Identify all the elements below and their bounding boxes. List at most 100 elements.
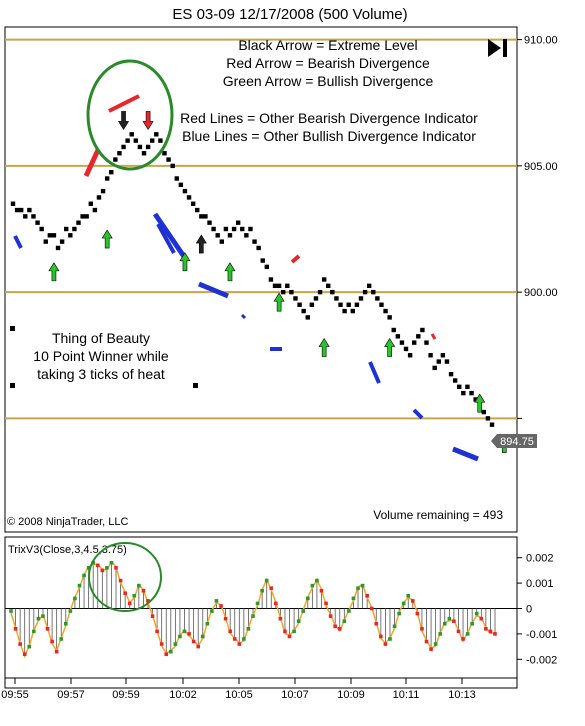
trix-dot — [228, 629, 232, 634]
price-bar — [96, 195, 102, 200]
indicator-title: TrixV3(Close,3,4.5,3.75) — [8, 544, 127, 556]
trix-dot — [232, 637, 237, 641]
price-panel-frame — [4, 26, 518, 533]
trix-dot — [374, 621, 379, 626]
price-bar — [252, 239, 257, 244]
time-axis: 09:55 09:57 09:59 10:02 10:05 10:07 10:09 10:11… — [1, 678, 476, 701]
price-bar — [14, 207, 20, 213]
trix-dot — [269, 586, 274, 590]
price-bars — [10, 132, 495, 427]
trix-dot — [100, 568, 105, 573]
price-bar — [260, 258, 265, 263]
trix-dot — [274, 601, 278, 606]
price-bar — [313, 296, 319, 301]
price-bar — [428, 353, 433, 358]
trix-dot — [137, 583, 141, 588]
indicator-tick-label: -0.002 — [526, 654, 557, 666]
trix-dot — [260, 588, 264, 593]
trix-dot — [95, 563, 100, 568]
price-bar — [170, 163, 175, 169]
price-bar — [227, 233, 233, 238]
trix-dot — [191, 639, 196, 644]
price-bar — [72, 226, 77, 232]
bullish-divergence-line — [13, 235, 23, 249]
price-bar — [211, 226, 216, 232]
trix-dot — [82, 573, 86, 578]
price-bar — [395, 334, 401, 339]
trix-dot — [54, 649, 59, 654]
price-bar — [104, 176, 110, 181]
bearish-divergence-line — [108, 94, 140, 113]
price-bar — [235, 220, 241, 225]
indicator-tick-label: 0.002 — [526, 553, 554, 565]
trix-dot — [114, 566, 118, 570]
price-bar — [68, 233, 73, 238]
price-bar — [383, 308, 388, 314]
price-bar — [387, 315, 392, 320]
trix-dot — [32, 629, 36, 634]
price-bar — [375, 296, 380, 301]
price-bar — [64, 226, 69, 232]
indicator-highlight-circle — [88, 542, 162, 612]
price-bar — [190, 201, 196, 206]
pause-bar — [503, 39, 507, 57]
trix-dot — [347, 609, 351, 613]
price-bar — [240, 226, 245, 232]
bullish-divergence-line — [452, 446, 479, 462]
price-bar — [297, 302, 302, 307]
play-pause-icon[interactable] — [488, 39, 507, 57]
trix-dot — [214, 599, 219, 603]
price-bar — [473, 397, 478, 402]
trix-dot — [420, 627, 424, 631]
price-bar — [195, 207, 200, 213]
legend-line: Green Arrow = Bullish Divergence — [223, 73, 434, 89]
trix-dot — [59, 637, 64, 641]
price-bar — [305, 315, 310, 320]
price-bar — [350, 308, 356, 314]
price-bar — [346, 302, 351, 307]
trix-dot — [424, 639, 429, 644]
price-bar — [47, 233, 53, 238]
price-bar — [457, 384, 462, 390]
price-bar — [182, 188, 188, 194]
trix-dot — [18, 642, 22, 646]
price-bar — [248, 226, 253, 232]
trix-dot — [401, 601, 406, 606]
price-bar — [416, 334, 421, 339]
price-tick-label: 900.00 — [524, 287, 558, 299]
price-bar — [166, 157, 171, 162]
trix-dot — [127, 601, 132, 606]
highlight-circle — [86, 59, 174, 171]
price-bar — [436, 359, 441, 364]
trix-dot — [474, 611, 479, 616]
line-note: Blue Lines = Other Bullish Divergence In… — [182, 128, 476, 144]
trix-dot — [328, 614, 333, 618]
bullish-divergence-line — [240, 313, 247, 320]
current-price-tag: 894.75 — [491, 434, 537, 448]
price-bar — [448, 371, 454, 377]
trix-dot — [242, 637, 246, 641]
price-bar — [219, 239, 224, 244]
price-bar — [334, 296, 339, 301]
time-tick-label: 09:57 — [57, 689, 85, 701]
price-bar — [293, 296, 298, 301]
price-bar — [35, 220, 40, 225]
bullish-divergence-line — [156, 223, 176, 254]
trix-dot — [123, 591, 127, 596]
green-arrow — [474, 393, 486, 413]
trix-dot — [429, 647, 433, 651]
trix-dot — [255, 601, 260, 606]
trix-dot — [182, 629, 187, 634]
price-bar — [55, 245, 61, 251]
marker-dot — [10, 326, 15, 331]
legend-line: Black Arrow = Extreme Level — [238, 37, 417, 53]
trix-dot — [315, 578, 319, 583]
trix-dot — [77, 583, 82, 588]
price-bar — [88, 201, 93, 206]
price-bar — [444, 359, 450, 364]
trix-dot — [324, 601, 328, 606]
price-bar — [141, 151, 147, 156]
trix-dot — [146, 599, 150, 603]
price-bar — [420, 327, 425, 333]
